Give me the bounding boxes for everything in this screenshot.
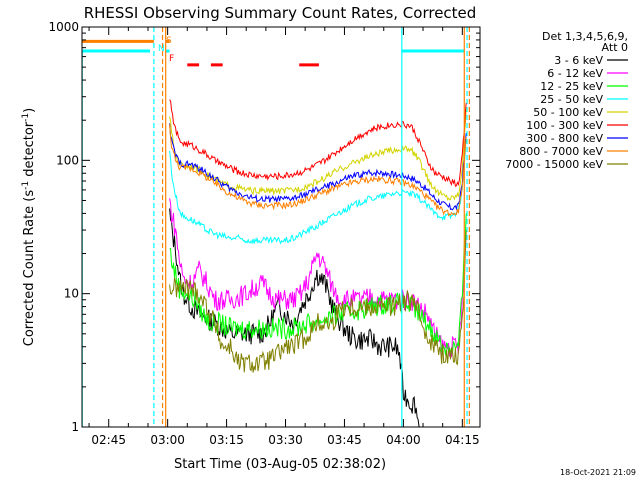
legend-label-6: 300 - 800 keV [526,132,603,145]
y-tick-label: 1000 [48,20,79,34]
x-tick-label: 02:45 [91,433,126,447]
series-line-5 [169,99,467,187]
plot-area: 1 10 100 1000 02:45 03:00 03:15 03:30 03:45 04:00… [48,20,481,447]
x-tick-label: 03:15 [209,433,244,447]
x-tick-label: 04:15 [445,433,480,447]
tick-layer: 1 10 100 1000 02:45 03:00 03:15 03:30 03:45 04:00… [48,20,480,447]
legend-label-5: 100 - 300 keV [526,119,603,132]
marker-layer [81,27,470,427]
legend-label-0: 3 - 6 keV [554,54,603,67]
series-line-4 [169,107,467,201]
legend-label-8: 7000 - 15000 keV [505,158,603,171]
legend-label-3: 25 - 50 keV [540,93,603,106]
series-line-3 [169,136,467,245]
x-tick-label: 03:00 [150,433,185,447]
legend-label-7: 800 - 7000 keV [519,145,603,158]
x-tick-label: 03:45 [327,433,362,447]
y-tick-label: 1 [71,420,79,434]
y-tick-label: 100 [56,153,79,167]
legend-label-4: 50 - 100 keV [533,106,603,119]
flag-n: N [158,44,165,54]
flag-s: S [166,36,172,46]
y-tick-label: 10 [64,287,79,301]
x-axis-label: Start Time (03-Aug-05 02:38:02) [174,457,386,472]
series-line-7 [169,124,467,217]
timestamp: 18-Oct-2021 21:09 [560,468,636,477]
chart-title: RHESSI Observing Summary Count Rates, Co… [84,4,477,22]
series-line-6 [169,123,467,211]
legend-header-line1: Det 1,3,4,5,6,9, [542,30,628,43]
x-tick-label: 03:30 [268,433,303,447]
legend-label-2: 12 - 25 keV [540,80,603,93]
legend-label-1: 6 - 12 keV [547,67,603,80]
x-tick-label: 04:00 [386,433,421,447]
legend-header-line2: Att 0 [602,41,628,54]
plot-frame [81,26,481,428]
flag-f: F [169,54,174,64]
series-line-8 [169,230,467,373]
series-layer [169,99,467,428]
y-axis-label: Corrected Count Rate (s-1 detector-1) [21,108,37,346]
